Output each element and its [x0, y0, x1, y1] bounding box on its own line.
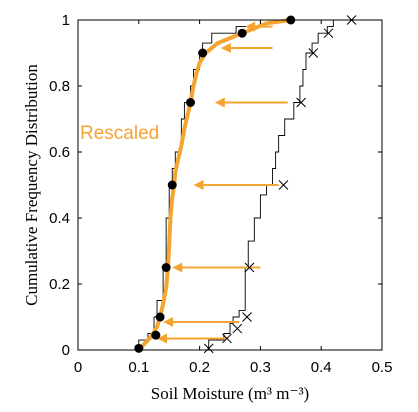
x-tick-label: 0	[74, 359, 82, 376]
rescaled-annotation: Rescaled	[80, 123, 159, 144]
y-tick-label: 0.2	[49, 276, 70, 293]
plot-area-frame	[77, 19, 383, 351]
x-marker-stroke	[296, 97, 306, 108]
x-marker	[222, 333, 232, 344]
arrows-layer	[157, 21, 288, 344]
x-marker	[308, 48, 319, 58]
x-tick-label: 0.5	[372, 359, 393, 376]
x-marker-stroke	[244, 262, 255, 273]
x-tick-label: 0.2	[189, 359, 210, 376]
shift-arrow	[157, 333, 227, 344]
dot-marker	[167, 180, 177, 190]
x-marker	[232, 323, 243, 334]
shift-arrow-head	[157, 333, 168, 344]
dot-marker	[161, 263, 171, 272]
shift-arrow-head	[163, 316, 174, 327]
shift-arrow	[172, 262, 261, 273]
x-marker	[242, 312, 252, 322]
x-marker	[278, 180, 289, 190]
y-tick-label: 0.4	[49, 210, 70, 227]
shift-arrow-head	[172, 262, 183, 273]
x-marker-stroke	[203, 343, 214, 354]
x-marker	[203, 343, 214, 354]
x-tick-label: 0.4	[311, 359, 332, 376]
shift-arrow	[193, 180, 279, 190]
markers-layer	[134, 15, 357, 354]
shift-arrow-head	[214, 97, 225, 108]
dot-marker	[185, 98, 195, 107]
y-tick-label: 0.8	[49, 78, 70, 95]
x-marker-stroke	[308, 48, 319, 58]
x-marker-stroke	[222, 333, 232, 344]
original_step-line	[208, 19, 352, 350]
x-tick-label: 0.1	[128, 359, 149, 376]
dot-marker	[198, 48, 208, 58]
y-tick-label: 0	[62, 342, 70, 359]
shift-arrow	[220, 43, 273, 54]
shift-arrow-head	[193, 180, 204, 190]
x-marker-stroke	[323, 28, 334, 39]
shift-arrow-head	[220, 43, 231, 54]
y-axis-title: Cumulative Frequency Distribution	[22, 64, 41, 306]
x-tick-label: 0.3	[250, 359, 271, 376]
x-axis-title: Soil Moisture (m³ m⁻³)	[151, 384, 309, 403]
shift-arrow-head	[245, 21, 256, 32]
x-marker	[244, 262, 255, 273]
x-marker	[296, 97, 306, 108]
y-tick-label: 1	[62, 12, 70, 29]
dot-marker	[237, 28, 247, 38]
x-marker-stroke	[242, 312, 252, 322]
x-marker	[323, 28, 334, 39]
x-marker-stroke	[278, 180, 289, 190]
shift-arrow	[214, 97, 288, 108]
shift-arrow	[163, 316, 240, 327]
dot-marker	[151, 330, 161, 340]
y-tick-label: 0.6	[49, 144, 70, 161]
x-marker-stroke	[232, 323, 243, 334]
shift-arrow	[245, 21, 273, 32]
dot-marker	[155, 312, 165, 322]
ticks-layer: 0 0.1 0.2 0.3 0.4 0.5 0 0.2 0.4 0.6 0.8 1	[49, 12, 392, 376]
